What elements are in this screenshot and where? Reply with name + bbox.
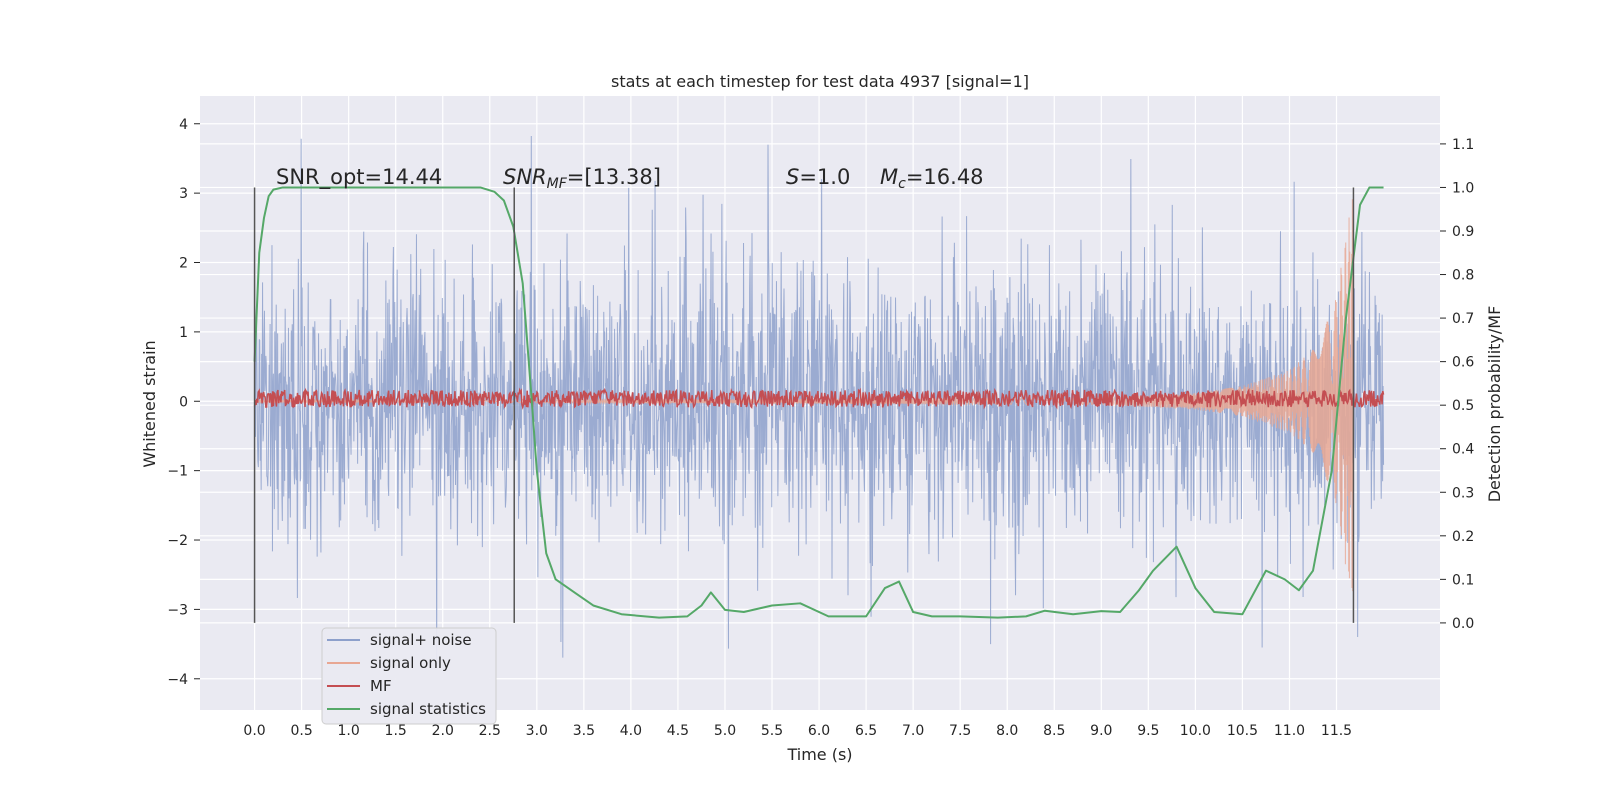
x-tick-label-13: 6.5 (855, 723, 877, 739)
annotation-mc: Mc=16.48 (880, 165, 984, 192)
x-tick-label-18: 9.0 (1090, 723, 1112, 739)
x-tick-label-10: 5.0 (714, 723, 736, 739)
legend-label-mf: MF (370, 677, 392, 695)
y2-tick-label-0: 0.0 (1452, 616, 1474, 632)
x-tick-label-5: 2.5 (479, 723, 501, 739)
x-tick-label-11: 5.5 (761, 723, 783, 739)
series-mf-line (253, 387, 1385, 410)
y-tick-label-2: −2 (167, 533, 188, 549)
y-tick-label-3: −1 (167, 464, 188, 480)
vertical-markers (253, 187, 1355, 623)
legend-label-signal-only: signal only (370, 654, 451, 672)
legend-label-signal-statistics: signal statistics (370, 700, 486, 718)
y2-tick-label-5: 0.5 (1452, 398, 1474, 414)
x-tick-label-20: 10.0 (1180, 723, 1211, 739)
annotation-snr-mf-label: SNR (503, 165, 547, 189)
x-tick-label-3: 1.5 (385, 723, 407, 739)
y-tick-label-4: 0 (179, 394, 188, 410)
y2-tick-label-10: 1.0 (1452, 180, 1474, 196)
annotations: SNR_opt=14.44 SNRMF=[13.38] S=1.0 Mc=16.… (276, 165, 984, 192)
y2-axis-label: Detection probability/MF (1485, 306, 1504, 503)
x-tick-label-14: 7.0 (902, 723, 924, 739)
y2-tick-label-8: 0.8 (1452, 268, 1474, 284)
y2-axis-ticks: 0.0 0.1 0.2 0.3 0.4 0.5 0.6 0.7 0.8 0.9 1.0 1.1 (1440, 137, 1474, 632)
series-signal-statistics-line (253, 186, 1384, 619)
x-tick-label-7: 3.5 (573, 723, 595, 739)
series-layer (253, 136, 1385, 667)
annotation-snr-opt: SNR_opt=14.44 (276, 165, 442, 190)
y-axis-ticks: −4 −3 −2 −1 0 1 2 3 4 (167, 117, 200, 688)
y-tick-label-6: 2 (179, 256, 188, 272)
x-tick-label-12: 6.0 (808, 723, 830, 739)
x-tick-label-22: 11.0 (1274, 723, 1305, 739)
y2-tick-label-2: 0.2 (1452, 529, 1474, 545)
y-axis-label: Whitened strain (140, 340, 159, 467)
annotation-s: S=1.0 (786, 165, 850, 189)
annotation-s-value: =1.0 (799, 165, 850, 189)
y2-tick-label-6: 0.6 (1452, 355, 1474, 371)
y2-tick-label-4: 0.4 (1452, 442, 1474, 458)
y-tick-label-1: −3 (167, 602, 188, 618)
x-tick-label-17: 8.5 (1043, 723, 1065, 739)
x-tick-label-6: 3.0 (526, 723, 548, 739)
x-axis-ticks: 0.0 0.5 1.0 1.5 2.0 2.5 3.0 3.5 4.0 4.5 5.0 5.5 6.0 6… (243, 723, 1352, 739)
x-tick-label-8: 4.0 (620, 723, 642, 739)
x-tick-label-2: 1.0 (338, 723, 360, 739)
chart-title: stats at each timestep for test data 493… (611, 72, 1029, 91)
y-tick-label-8: 4 (179, 117, 188, 133)
y2-tick-label-9: 0.9 (1452, 224, 1474, 240)
y-tick-label-0: −4 (167, 672, 188, 688)
y2-tick-label-1: 0.1 (1452, 572, 1474, 588)
x-tick-label-23: 11.5 (1321, 723, 1352, 739)
annotation-mc-sub: c (898, 176, 906, 192)
x-tick-label-1: 0.5 (290, 723, 312, 739)
x-axis-label: Time (s) (786, 745, 852, 764)
x-tick-label-4: 2.0 (432, 723, 454, 739)
x-tick-label-16: 8.0 (996, 723, 1018, 739)
x-tick-label-21: 10.5 (1227, 723, 1258, 739)
legend-label-signal-noise: signal+ noise (370, 631, 472, 649)
y2-tick-label-11: 1.1 (1452, 137, 1474, 153)
x-tick-label-0: 0.0 (243, 723, 265, 739)
annotation-s-label: S (786, 165, 799, 189)
legend-box (321, 627, 497, 725)
x-tick-label-9: 4.5 (667, 723, 689, 739)
annotation-snr-mf-value: =[13.38] (567, 165, 661, 189)
annotation-snr-mf: SNRMF=[13.38] (503, 165, 661, 192)
y-tick-label-5: 1 (179, 325, 188, 341)
x-tick-label-15: 7.5 (949, 723, 971, 739)
annotation-snr-mf-sub: MF (547, 176, 568, 192)
legend: signal+ noise signal only MF signal stat… (321, 627, 497, 725)
y-tick-label-7: 3 (179, 186, 188, 202)
y2-tick-label-7: 0.7 (1452, 311, 1474, 327)
annotation-mc-label: M (880, 165, 898, 189)
annotation-mc-value: =16.48 (906, 165, 984, 189)
x-tick-label-19: 9.5 (1137, 723, 1159, 739)
y2-tick-label-3: 0.3 (1452, 485, 1474, 501)
